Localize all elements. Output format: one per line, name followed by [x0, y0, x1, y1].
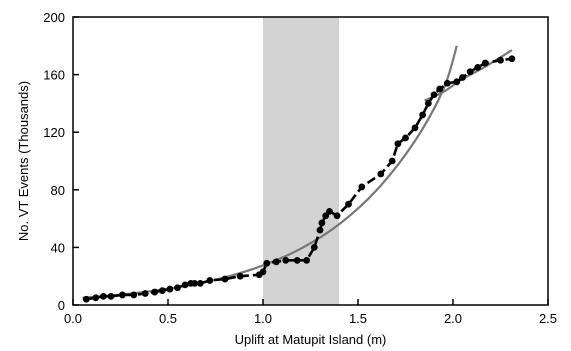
data-point [443, 79, 451, 87]
data-point [221, 275, 229, 283]
data-point [310, 244, 318, 251]
x-tick-label: 2.5 [539, 311, 557, 326]
data-point [481, 59, 489, 67]
data-point [430, 91, 438, 99]
y-tick-label: 0 [58, 298, 65, 313]
data-point [453, 78, 461, 86]
data-point [326, 208, 333, 215]
data-point [100, 292, 107, 300]
shaded-region [263, 17, 339, 305]
data-point [411, 124, 419, 132]
data-point [377, 170, 385, 178]
data-point [206, 277, 214, 284]
data-point [394, 140, 402, 148]
data-point [191, 280, 199, 287]
plot-frame [72, 16, 549, 306]
x-tick-label: 2.0 [444, 311, 462, 326]
data-point [474, 64, 482, 71]
data-point [92, 294, 100, 302]
data-point [236, 272, 244, 280]
data-point [263, 259, 271, 267]
data-point [318, 219, 326, 227]
data-point [497, 56, 504, 64]
data-point [166, 285, 174, 293]
observed-series-layer [82, 55, 516, 303]
data-point [272, 258, 280, 266]
data-point [358, 183, 366, 191]
data-point [174, 284, 181, 292]
data-point [293, 256, 301, 264]
data-point [508, 55, 516, 63]
data-point [316, 226, 324, 234]
data-point [130, 291, 138, 299]
data-point [436, 85, 444, 93]
x-tick-label: 1.5 [349, 311, 367, 326]
data-point [388, 157, 396, 165]
data-point [466, 68, 474, 76]
data-point [424, 100, 432, 107]
x-tick-label: 1.0 [254, 311, 272, 326]
data-point [196, 280, 204, 287]
data-point [282, 256, 290, 264]
y-axis-title: No. VT Events (Thousands) [16, 81, 31, 241]
data-point [82, 295, 90, 303]
data-point [119, 291, 126, 299]
data-point [459, 74, 466, 81]
shaded-region-layer [263, 17, 339, 305]
data-point [259, 268, 267, 276]
data-point [419, 111, 426, 119]
data-point [158, 287, 166, 294]
y-tick-label: 40 [51, 240, 65, 255]
data-point [181, 281, 189, 289]
y-tick-label: 120 [43, 125, 65, 140]
data-point [151, 288, 159, 296]
data-point [303, 256, 311, 264]
data-point [333, 212, 341, 220]
x-tick-label: 0.0 [64, 311, 82, 326]
ticks-layer: 0.0 0.5 1.0 1.5 2.0 2.5 0 40 80 120 160 200 [43, 10, 557, 326]
x-axis-title: Uplift at Matupit Island (m) [235, 332, 387, 347]
y-tick-label: 80 [51, 183, 65, 198]
data-point [141, 290, 149, 297]
data-point [345, 200, 352, 208]
x-tick-label: 0.5 [159, 311, 177, 326]
y-tick-label: 160 [43, 68, 65, 83]
data-point [107, 292, 115, 300]
y-tick-label: 200 [43, 10, 65, 25]
data-point [402, 134, 409, 142]
